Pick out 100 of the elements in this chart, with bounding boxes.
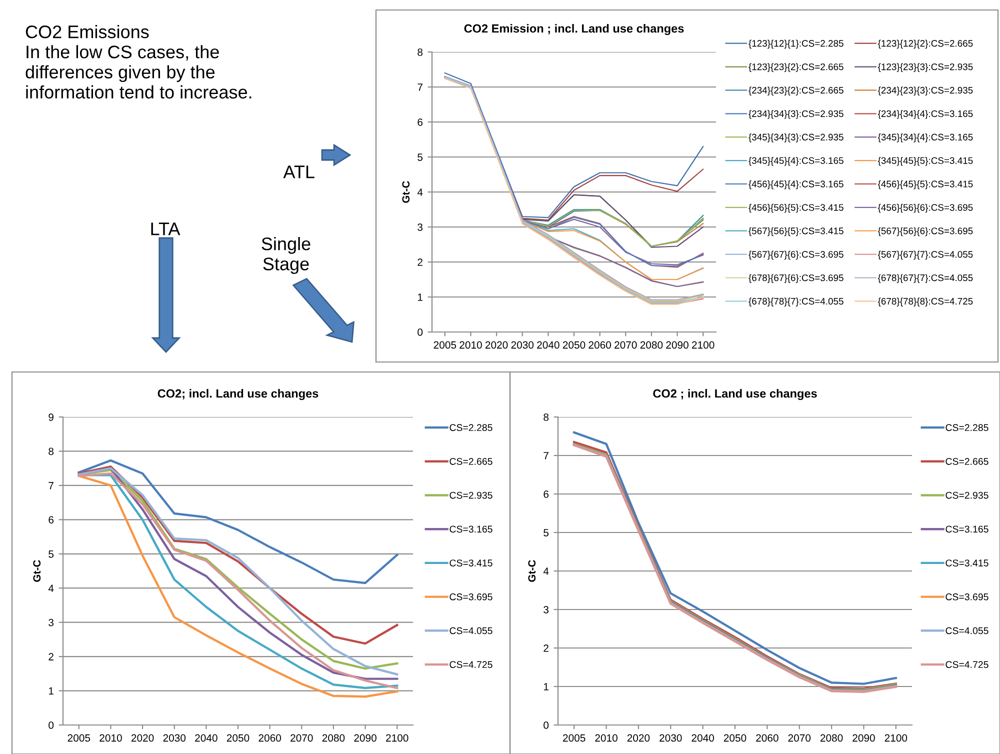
legend-label: {456}{56}{6}:CS=3.695 <box>878 204 973 213</box>
y-tick-label: 3 <box>418 224 423 231</box>
x-tick-label: 2060 <box>588 341 611 349</box>
legend-label: {234}{23}{3}:CS=2.935 <box>878 86 973 96</box>
legend-label: {456}{56}{5}:CS=3.415 <box>748 204 844 213</box>
legend-label: {345}{45}{4}:CS=3.165 <box>748 156 844 166</box>
legend-label: {456}{45}{4}:CS=3.165 <box>748 180 844 190</box>
legend-label: {345}{45}{5}:CS=3.415 <box>878 156 973 166</box>
x-tick-label: 2010 <box>100 734 122 742</box>
y-tick-label: 4 <box>543 568 549 575</box>
legend-label: {345}{34}{4}:CS=3.165 <box>878 134 973 142</box>
legend-label: {567}{56}{6}:CS=3.695 <box>878 227 973 236</box>
legend-label: {123}{23}{2}:CS=2.665 <box>748 63 844 72</box>
legend-label: CS=3.415 <box>946 560 988 566</box>
y-tick-label: 0 <box>48 722 54 729</box>
legend-label: CS=3.415 <box>450 560 492 566</box>
x-tick-label: 2010 <box>595 734 618 742</box>
legend-label: CS=2.935 <box>450 492 492 499</box>
x-tick-label: 2060 <box>756 734 778 742</box>
y-tick-label: 4 <box>417 188 423 196</box>
y-tick-label: 4 <box>48 584 54 592</box>
y-tick-label: 9 <box>48 414 54 421</box>
y-tick-label: 0 <box>418 328 423 336</box>
legend-label: CS=3.165 <box>946 526 988 533</box>
x-tick-label: 2090 <box>666 341 688 349</box>
y-tick-label: 6 <box>418 118 423 126</box>
y-tick-label: 5 <box>48 550 54 558</box>
legend-label: {234}{34}{4}:CS=3.165 <box>878 110 973 119</box>
y-tick-label: 0 <box>544 722 549 729</box>
y-tick-label: 7 <box>418 84 422 91</box>
x-tick-label: 2080 <box>820 734 843 742</box>
legend-label: {567}{67}{6}:CS=3.695 <box>748 250 844 260</box>
y-tick-label: 8 <box>48 448 54 456</box>
legend-label: CS=2.285 <box>450 424 492 432</box>
x-tick-label: 2005 <box>434 341 456 349</box>
x-tick-label: 2100 <box>386 734 408 742</box>
legend-label: {123}{12}{2}:CS=2.665 <box>878 40 973 49</box>
legend-label: {234}{34}{3}:CS=2.935 <box>748 110 844 119</box>
x-tick-label: 2060 <box>258 734 281 742</box>
legend-label: CS=2.665 <box>946 458 988 465</box>
chart-title: CO2 Emission ; incl. Land use changes <box>464 24 684 36</box>
legend-label: CS=2.285 <box>946 424 988 432</box>
x-tick-label: 2040 <box>195 734 218 742</box>
x-tick-label: 2100 <box>692 341 714 349</box>
y-tick-label: 5 <box>418 154 423 161</box>
x-tick-label: 2040 <box>537 341 560 349</box>
text: Single Stage <box>262 237 310 274</box>
chart-title: CO2; incl. Land use changes <box>158 389 318 400</box>
x-tick-label: 2070 <box>290 734 313 742</box>
x-tick-label: 2100 <box>884 734 908 742</box>
x-tick-label: 2050 <box>562 341 586 349</box>
legend-label: CS=4.725 <box>946 661 988 668</box>
y-tick-label: 1 <box>544 683 548 690</box>
y-axis-title: Gt-C <box>33 560 41 582</box>
x-tick-label: 2090 <box>852 734 875 742</box>
legend-label: {678}{67}{6}:CS=3.695 <box>748 274 844 284</box>
y-tick-label: 8 <box>418 48 423 56</box>
legend-label: {567}{56}{5}:CS=3.415 <box>748 227 844 236</box>
chart-title: CO2 ; incl. Land use changes <box>653 389 817 400</box>
y-axis-title: Gt-C <box>402 181 410 203</box>
legend-label: CS=3.695 <box>946 593 988 600</box>
y-tick-label: 3 <box>544 606 549 614</box>
x-tick-label: 2070 <box>614 341 637 349</box>
x-tick-label: 2020 <box>627 734 650 742</box>
legend-label: {567}{67}{7}:CS=4.055 <box>878 250 973 260</box>
text: ATL <box>283 166 314 178</box>
x-tick-label: 2030 <box>511 341 534 349</box>
x-tick-label: 2030 <box>163 734 186 742</box>
x-tick-label: 2090 <box>354 734 376 742</box>
y-tick-label: 5 <box>544 529 549 536</box>
legend-label: {345}{34}{3}:CS=2.935 <box>748 134 844 142</box>
y-tick-label: 1 <box>418 294 422 301</box>
x-tick-label: 2050 <box>226 734 250 742</box>
legend-label: CS=2.665 <box>450 458 492 465</box>
x-tick-label: 2080 <box>640 341 663 349</box>
legend-label: CS=3.165 <box>450 526 492 533</box>
legend-label: CS=4.055 <box>946 627 988 634</box>
y-tick-label: 1 <box>48 687 54 695</box>
y-tick-label: 6 <box>48 516 54 524</box>
x-tick-label: 2005 <box>68 734 90 742</box>
y-tick-label: 7 <box>48 482 54 490</box>
y-axis-title: Gt-C <box>528 560 536 582</box>
x-tick-label: 2005 <box>563 734 586 742</box>
x-tick-label: 2050 <box>724 734 746 742</box>
legend-label: {123}{23}{3}:CS=2.935 <box>878 63 973 72</box>
legend-label: CS=2.935 <box>946 492 988 499</box>
y-tick-label: 2 <box>48 653 54 660</box>
x-tick-label: 2020 <box>131 734 154 742</box>
legend-label: {456}{45}{5}:CS=3.415 <box>878 180 973 190</box>
legend-label: CS=4.725 <box>450 661 492 668</box>
text: LTA <box>151 222 180 236</box>
legend-label: {234}{23}{2}:CS=2.665 <box>748 86 844 96</box>
legend-label: {678}{78}{8}:CS=4.725 <box>878 298 973 306</box>
x-tick-label: 2040 <box>692 734 714 742</box>
legend-label: CS=3.695 <box>450 593 492 600</box>
y-tick-label: 3 <box>48 618 54 626</box>
x-tick-label: 2080 <box>322 734 345 742</box>
x-tick-label: 2010 <box>460 341 482 349</box>
text: CO2 Emissions In the low CS cases, the differences given by the information tend to increase. <box>26 25 252 99</box>
y-tick-label: 6 <box>544 490 549 498</box>
